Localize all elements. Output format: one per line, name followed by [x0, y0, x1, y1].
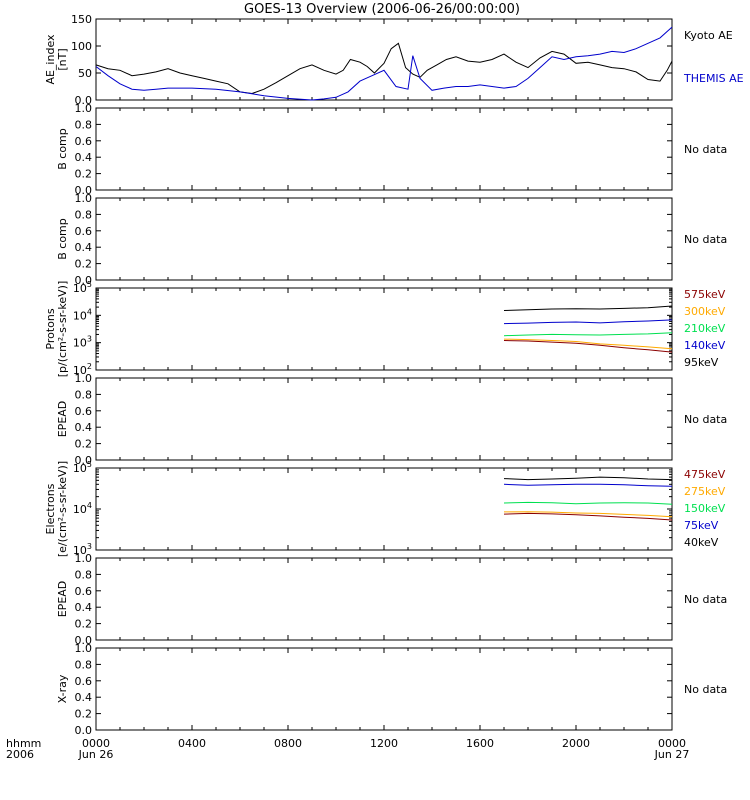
- y-axis-label: [e/(cm²-s-sr-keV)]: [56, 461, 69, 557]
- y-axis-label: B comp: [56, 128, 69, 170]
- y-tick-label: 0.0: [75, 184, 93, 197]
- series-line: [503, 340, 673, 353]
- series-line: [503, 332, 673, 337]
- series-line: [503, 476, 673, 481]
- y-tick-label: 0.0: [75, 454, 93, 467]
- y-tick-label: 0.2: [75, 618, 93, 631]
- y-tick-label: 0.4: [75, 241, 93, 254]
- y-axis-label: Electrons: [44, 483, 57, 534]
- y-tick-label: 0.0: [75, 724, 93, 737]
- y-tick-label: 1.0: [75, 642, 93, 655]
- y-tick-label: 0.4: [75, 691, 93, 704]
- panel-frame: [95, 107, 673, 191]
- right-label: Kyoto AE: [684, 29, 733, 42]
- series-line: [503, 338, 673, 350]
- y-tick-label: 105: [73, 280, 92, 295]
- y-tick-label: 0.4: [75, 601, 93, 614]
- right-label: 140keV: [684, 339, 726, 352]
- right-label: 210keV: [684, 322, 726, 335]
- y-tick-label: 0.8: [75, 388, 93, 401]
- x-tick-label: 0800: [274, 737, 302, 750]
- y-axis-label: EPEAD: [56, 401, 69, 438]
- x-tick-label: 0000: [658, 737, 686, 750]
- right-label: No data: [684, 143, 727, 156]
- y-tick-label: 0.0: [75, 274, 93, 287]
- series-line: [503, 319, 673, 325]
- right-label: 150keV: [684, 502, 726, 515]
- series-line: [503, 483, 673, 487]
- x-tick-label: 0400: [178, 737, 206, 750]
- right-label: 275keV: [684, 485, 726, 498]
- y-tick-label: 0.6: [75, 675, 93, 688]
- right-label: No data: [684, 233, 727, 246]
- right-label: 40keV: [684, 536, 719, 549]
- y-tick-label: 0.6: [75, 225, 93, 238]
- series-line: [503, 305, 673, 311]
- y-tick-label: 104: [73, 501, 92, 516]
- x-tick-label: 0000: [82, 737, 110, 750]
- y-tick-label: 0.6: [75, 405, 93, 418]
- y-tick-label: 0.6: [75, 585, 93, 598]
- y-tick-label: 150: [71, 13, 92, 26]
- y-tick-label: 0.2: [75, 168, 93, 181]
- panel-frame: [95, 377, 673, 461]
- x-tick-label: 1600: [466, 737, 494, 750]
- panel-frame: [95, 557, 673, 641]
- y-tick-label: 0.8: [75, 208, 93, 221]
- y-tick-label: 0.4: [75, 151, 93, 164]
- x-corner-label: 2006: [6, 748, 34, 761]
- y-tick-label: 1.0: [75, 102, 93, 115]
- y-axis-label: EPEAD: [56, 581, 69, 618]
- y-tick-label: 0.2: [75, 258, 93, 271]
- right-label: 300keV: [684, 305, 726, 318]
- right-label: 95keV: [684, 356, 719, 369]
- y-tick-label: 1.0: [75, 552, 93, 565]
- y-axis-label: Protons: [44, 308, 57, 349]
- y-tick-label: 0.0: [75, 94, 93, 107]
- y-tick-label: 0.2: [75, 438, 93, 451]
- panel-frame: [95, 197, 673, 281]
- y-tick-label: 0.8: [75, 658, 93, 671]
- x-tick-date: Jun 26: [78, 748, 114, 761]
- y-axis-label: [nT]: [56, 48, 69, 70]
- x-tick-date: Jun 27: [654, 748, 690, 761]
- series-line: [503, 501, 673, 505]
- y-tick-label: 104: [73, 307, 92, 322]
- y-tick-label: 1.0: [75, 372, 93, 385]
- right-label: No data: [684, 593, 727, 606]
- x-corner-label: hhmm: [6, 737, 41, 750]
- y-tick-label: 0.6: [75, 135, 93, 148]
- series-line: [95, 26, 673, 101]
- y-tick-label: 103: [73, 335, 92, 350]
- panel-frame: [95, 647, 673, 731]
- y-axis-label: [p/(cm²-s-sr-keV)]: [56, 281, 69, 378]
- y-tick-label: 105: [73, 460, 92, 475]
- right-label: 575keV: [684, 288, 726, 301]
- right-label: THEMIS AE: [683, 72, 744, 85]
- y-tick-label: 1.0: [75, 192, 93, 205]
- series-line: [503, 511, 673, 518]
- x-tick-label: 1200: [370, 737, 398, 750]
- right-label: No data: [684, 413, 727, 426]
- series-line: [95, 42, 673, 95]
- x-tick-label: 2000: [562, 737, 590, 750]
- y-axis-label: AE_index: [44, 34, 57, 85]
- y-tick-label: 0.4: [75, 421, 93, 434]
- right-label: 475keV: [684, 468, 726, 481]
- y-axis-label: B comp: [56, 218, 69, 260]
- y-tick-label: 0.8: [75, 118, 93, 131]
- y-tick-label: 100: [71, 40, 92, 53]
- panel-frame: [95, 287, 673, 371]
- y-tick-label: 0.0: [75, 634, 93, 647]
- y-axis-label: X-ray: [56, 674, 69, 703]
- plot-title: GOES-13 Overview (2006-06-26/00:00:00): [244, 2, 520, 17]
- panel-frame: [95, 467, 673, 551]
- y-tick-label: 50: [78, 67, 92, 80]
- y-tick-label: 0.8: [75, 568, 93, 581]
- right-label: No data: [684, 683, 727, 696]
- y-tick-label: 0.2: [75, 708, 93, 721]
- right-label: 75keV: [684, 519, 719, 532]
- series-line: [503, 512, 673, 521]
